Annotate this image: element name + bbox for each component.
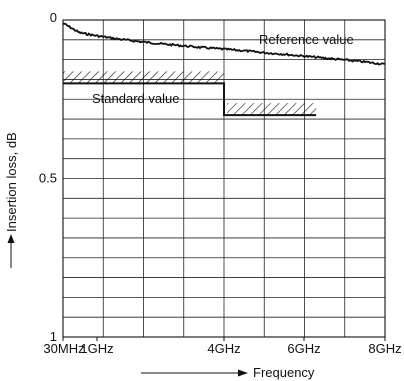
y-tick-label: 0.5 (39, 171, 57, 186)
x-tick-label: 30MHz (43, 341, 84, 356)
x-tick-label: 6GHz (287, 341, 320, 356)
x-tick-label: 1GHz (80, 341, 113, 356)
standard-limit-hatch-band (227, 103, 317, 116)
standard-limit-hatch-band (63, 71, 224, 84)
grid (63, 20, 385, 337)
y-tick-label: 0 (50, 10, 57, 25)
series-layer (62, 22, 385, 117)
y-tick-labels: 00.51 (39, 10, 57, 344)
x-axis-arrowhead (238, 369, 248, 377)
standard-value-label: Standard value (92, 91, 179, 106)
standard-value-line (63, 82, 317, 117)
reference-value-line (62, 22, 385, 66)
y-axis-arrowhead (7, 234, 15, 243)
x-tick-label: 4GHz (207, 341, 240, 356)
y-tick-label: 1 (50, 329, 57, 344)
reference-value-label: Reference value (259, 32, 354, 47)
x-tick-label: 8GHz (368, 341, 401, 356)
standard-limit-hatch (63, 71, 317, 116)
y-axis-title: Insertion loss, dB (4, 132, 19, 232)
x-axis-title: Frequency (253, 365, 315, 380)
